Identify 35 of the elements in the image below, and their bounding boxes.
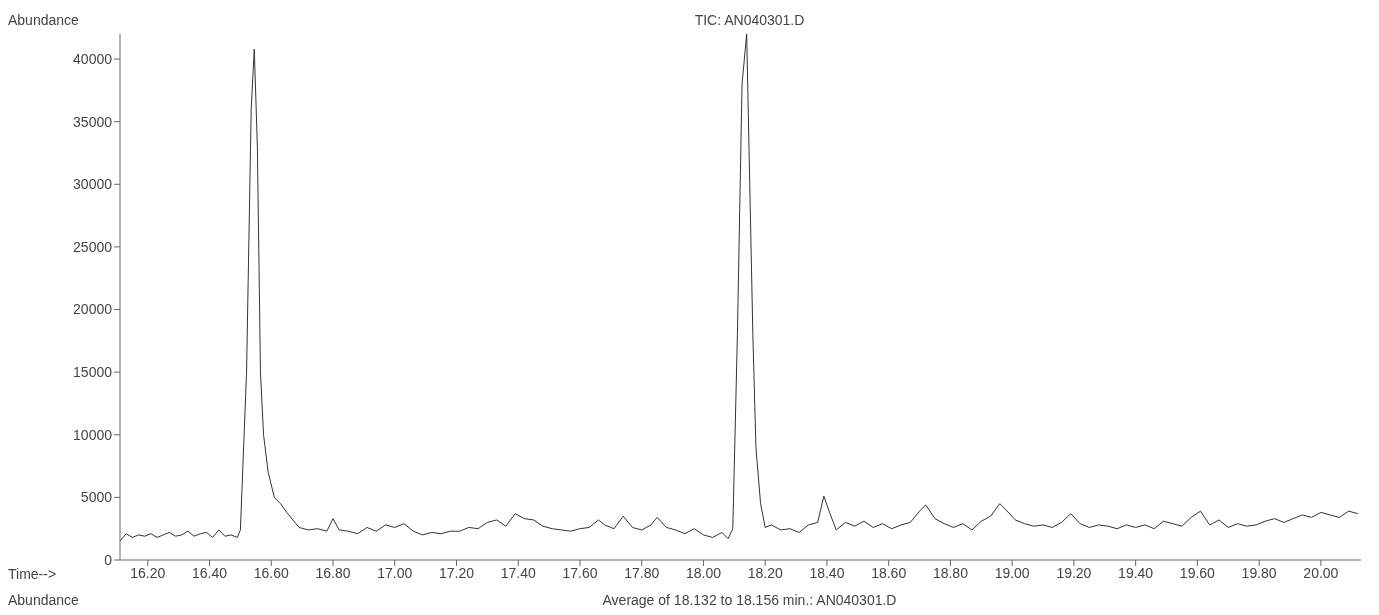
x-tick-label: 16.60: [253, 564, 289, 581]
x-tick-label: 17.40: [500, 564, 536, 581]
y-tick-label: 15000: [73, 364, 113, 381]
y-tick-label: 35000: [73, 113, 113, 130]
x-tick-label: 18.80: [932, 564, 969, 581]
y-tick-label: 0: [104, 551, 113, 568]
x-tick-label: 16.40: [192, 564, 228, 581]
y-tick-label: 30000: [73, 176, 113, 193]
x-tick-label: 18.20: [747, 564, 783, 581]
x-tick-label: 18.60: [871, 564, 907, 581]
y-tick-label: 25000: [73, 238, 113, 255]
x-tick-label: 19.00: [994, 564, 1030, 581]
y-tick-label: 40000: [73, 51, 113, 68]
text: Average of 18.132 to 18.156 min.: AN040301.D: [602, 592, 897, 608]
x-tick-label: 19.20: [1056, 564, 1092, 581]
x-tick-label: 18.00: [685, 564, 722, 581]
line-series: [120, 34, 1359, 542]
x-tick-label: 17.20: [438, 564, 475, 581]
x-tick-label: 18.40: [809, 564, 845, 581]
x-tick-label: 19.60: [1179, 564, 1216, 581]
y-tick-label: 20000: [73, 301, 113, 318]
y-axis-title: Abundance: [8, 12, 79, 28]
x-tick-label: 19.40: [1118, 564, 1154, 581]
x-axis-title: Time-->: [8, 566, 57, 582]
x-tick-label: 17.00: [377, 564, 413, 581]
y-tick-label: 10000: [73, 426, 113, 443]
x-tick-label: 16.20: [130, 564, 166, 581]
y-tick-label: 5000: [80, 489, 113, 506]
chart-title: TIC: AN040301.D: [694, 12, 805, 28]
x-tick-label: 17.60: [562, 564, 598, 581]
text: Abundance: [8, 592, 79, 608]
x-tick-label: 17.80: [624, 564, 660, 581]
x-tick-label: 19.80: [1241, 564, 1277, 581]
x-tick-label: 16.80: [315, 564, 351, 581]
x-tick-label: 20.00: [1303, 564, 1339, 581]
